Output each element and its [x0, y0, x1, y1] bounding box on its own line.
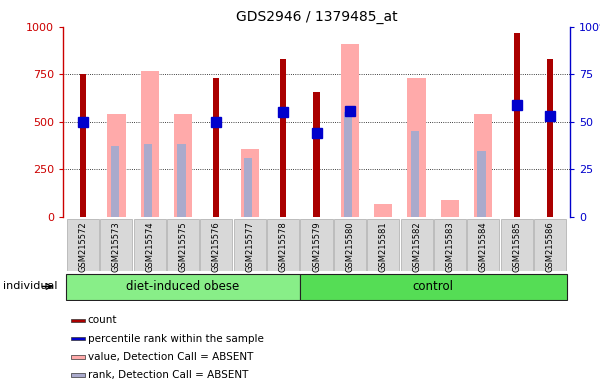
Text: diet-induced obese: diet-induced obese [127, 280, 240, 293]
Text: GSM215581: GSM215581 [379, 221, 388, 271]
Bar [214, 78, 220, 217]
Text: GSM215582: GSM215582 [412, 221, 421, 271]
Bar [500, 219, 533, 271]
Bar [547, 59, 553, 217]
Text: GSM215574: GSM215574 [145, 221, 154, 271]
Text: rank, Detection Call = ABSENT: rank, Detection Call = ABSENT [88, 370, 248, 380]
Text: count: count [88, 315, 117, 325]
Bar [374, 204, 392, 217]
Bar [140, 71, 159, 217]
Bar [200, 219, 232, 271]
Text: GSM215585: GSM215585 [512, 221, 521, 271]
Bar [244, 158, 252, 217]
Bar [434, 219, 466, 271]
Bar [341, 44, 359, 217]
Bar [301, 219, 332, 271]
Text: GSM215578: GSM215578 [278, 221, 287, 272]
Title: GDS2946 / 1379485_at: GDS2946 / 1379485_at [236, 10, 397, 25]
Bar [71, 318, 85, 322]
Text: individual: individual [4, 281, 58, 291]
Text: GSM215576: GSM215576 [212, 221, 221, 272]
Bar [441, 200, 459, 217]
Text: value, Detection Call = ABSENT: value, Detection Call = ABSENT [88, 352, 253, 362]
Bar [267, 219, 299, 271]
Bar [367, 219, 399, 271]
Text: GSM215577: GSM215577 [245, 221, 254, 272]
Bar [334, 219, 366, 271]
Bar [401, 219, 433, 271]
Bar [411, 131, 419, 217]
Bar [80, 74, 86, 217]
Text: GSM215575: GSM215575 [179, 221, 188, 271]
Text: GSM215584: GSM215584 [479, 221, 488, 271]
Text: GSM215579: GSM215579 [312, 221, 321, 271]
Bar [407, 78, 426, 217]
Bar [313, 91, 320, 217]
Bar [514, 33, 520, 217]
Bar [107, 114, 125, 217]
Text: GSM215580: GSM215580 [346, 221, 355, 271]
Bar [300, 274, 566, 300]
Bar [241, 149, 259, 217]
Bar [474, 114, 493, 217]
Bar [478, 151, 486, 217]
Text: GSM215583: GSM215583 [445, 221, 454, 272]
Bar [134, 219, 166, 271]
Bar [167, 219, 199, 271]
Text: GSM215573: GSM215573 [112, 221, 121, 272]
Bar [177, 144, 185, 217]
Text: percentile rank within the sample: percentile rank within the sample [88, 334, 263, 344]
Bar [110, 146, 119, 217]
Bar [100, 219, 133, 271]
Bar [67, 219, 99, 271]
Bar [174, 114, 192, 217]
Text: GSM215586: GSM215586 [545, 221, 554, 272]
Bar [344, 113, 352, 217]
Bar [534, 219, 566, 271]
Bar [71, 355, 85, 359]
Bar [67, 274, 300, 300]
Bar [234, 219, 266, 271]
Bar [144, 144, 152, 217]
Bar [467, 219, 499, 271]
Bar [280, 59, 286, 217]
Bar [71, 373, 85, 377]
Bar [71, 337, 85, 340]
Text: GSM215572: GSM215572 [79, 221, 88, 271]
Text: control: control [413, 280, 454, 293]
